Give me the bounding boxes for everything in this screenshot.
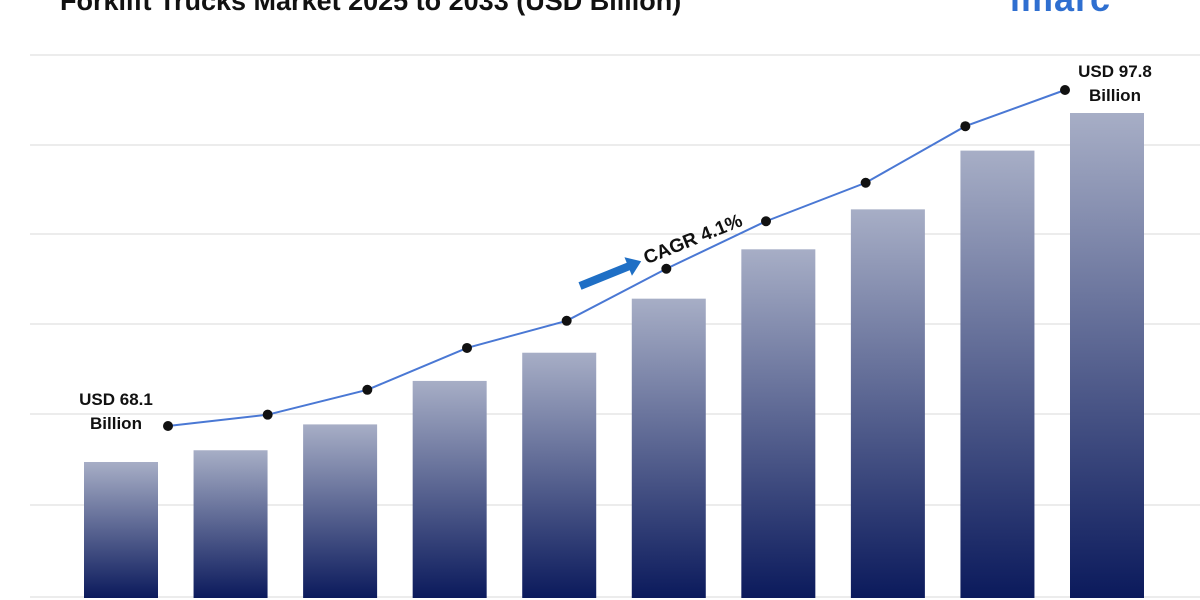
- value-label: USD 97.8 Billion: [1078, 62, 1152, 105]
- trend-point: [1060, 85, 1070, 95]
- bar: [193, 450, 268, 598]
- bar: [412, 380, 487, 598]
- bar: [1070, 113, 1144, 598]
- trend-point: [262, 409, 273, 420]
- chart-title: Forklift Trucks Market 2025 to 2033 (USD…: [60, 0, 682, 16]
- trend-point: [960, 121, 971, 132]
- bar: [960, 150, 1035, 598]
- logo: imarc: [1010, 0, 1111, 20]
- cagr-arrow: [578, 257, 642, 290]
- bar: [84, 462, 158, 598]
- bar: [303, 424, 378, 598]
- trend-point: [362, 384, 373, 395]
- cagr-annotation: CAGR 4.1%: [578, 210, 746, 290]
- trend-point: [661, 263, 672, 274]
- trend-point: [561, 315, 572, 326]
- trend-point: [761, 216, 771, 227]
- trend-point: [860, 177, 871, 188]
- trend-point: [462, 342, 472, 353]
- bar: [850, 209, 925, 598]
- trend-line: [167, 89, 1066, 427]
- bar: [631, 298, 706, 598]
- bar: [741, 249, 816, 599]
- value-label: USD 68.1 Billion: [79, 390, 153, 433]
- bar: [522, 352, 597, 598]
- trend-point: [163, 421, 173, 431]
- cagr-label: CAGR 4.1%: [641, 210, 746, 269]
